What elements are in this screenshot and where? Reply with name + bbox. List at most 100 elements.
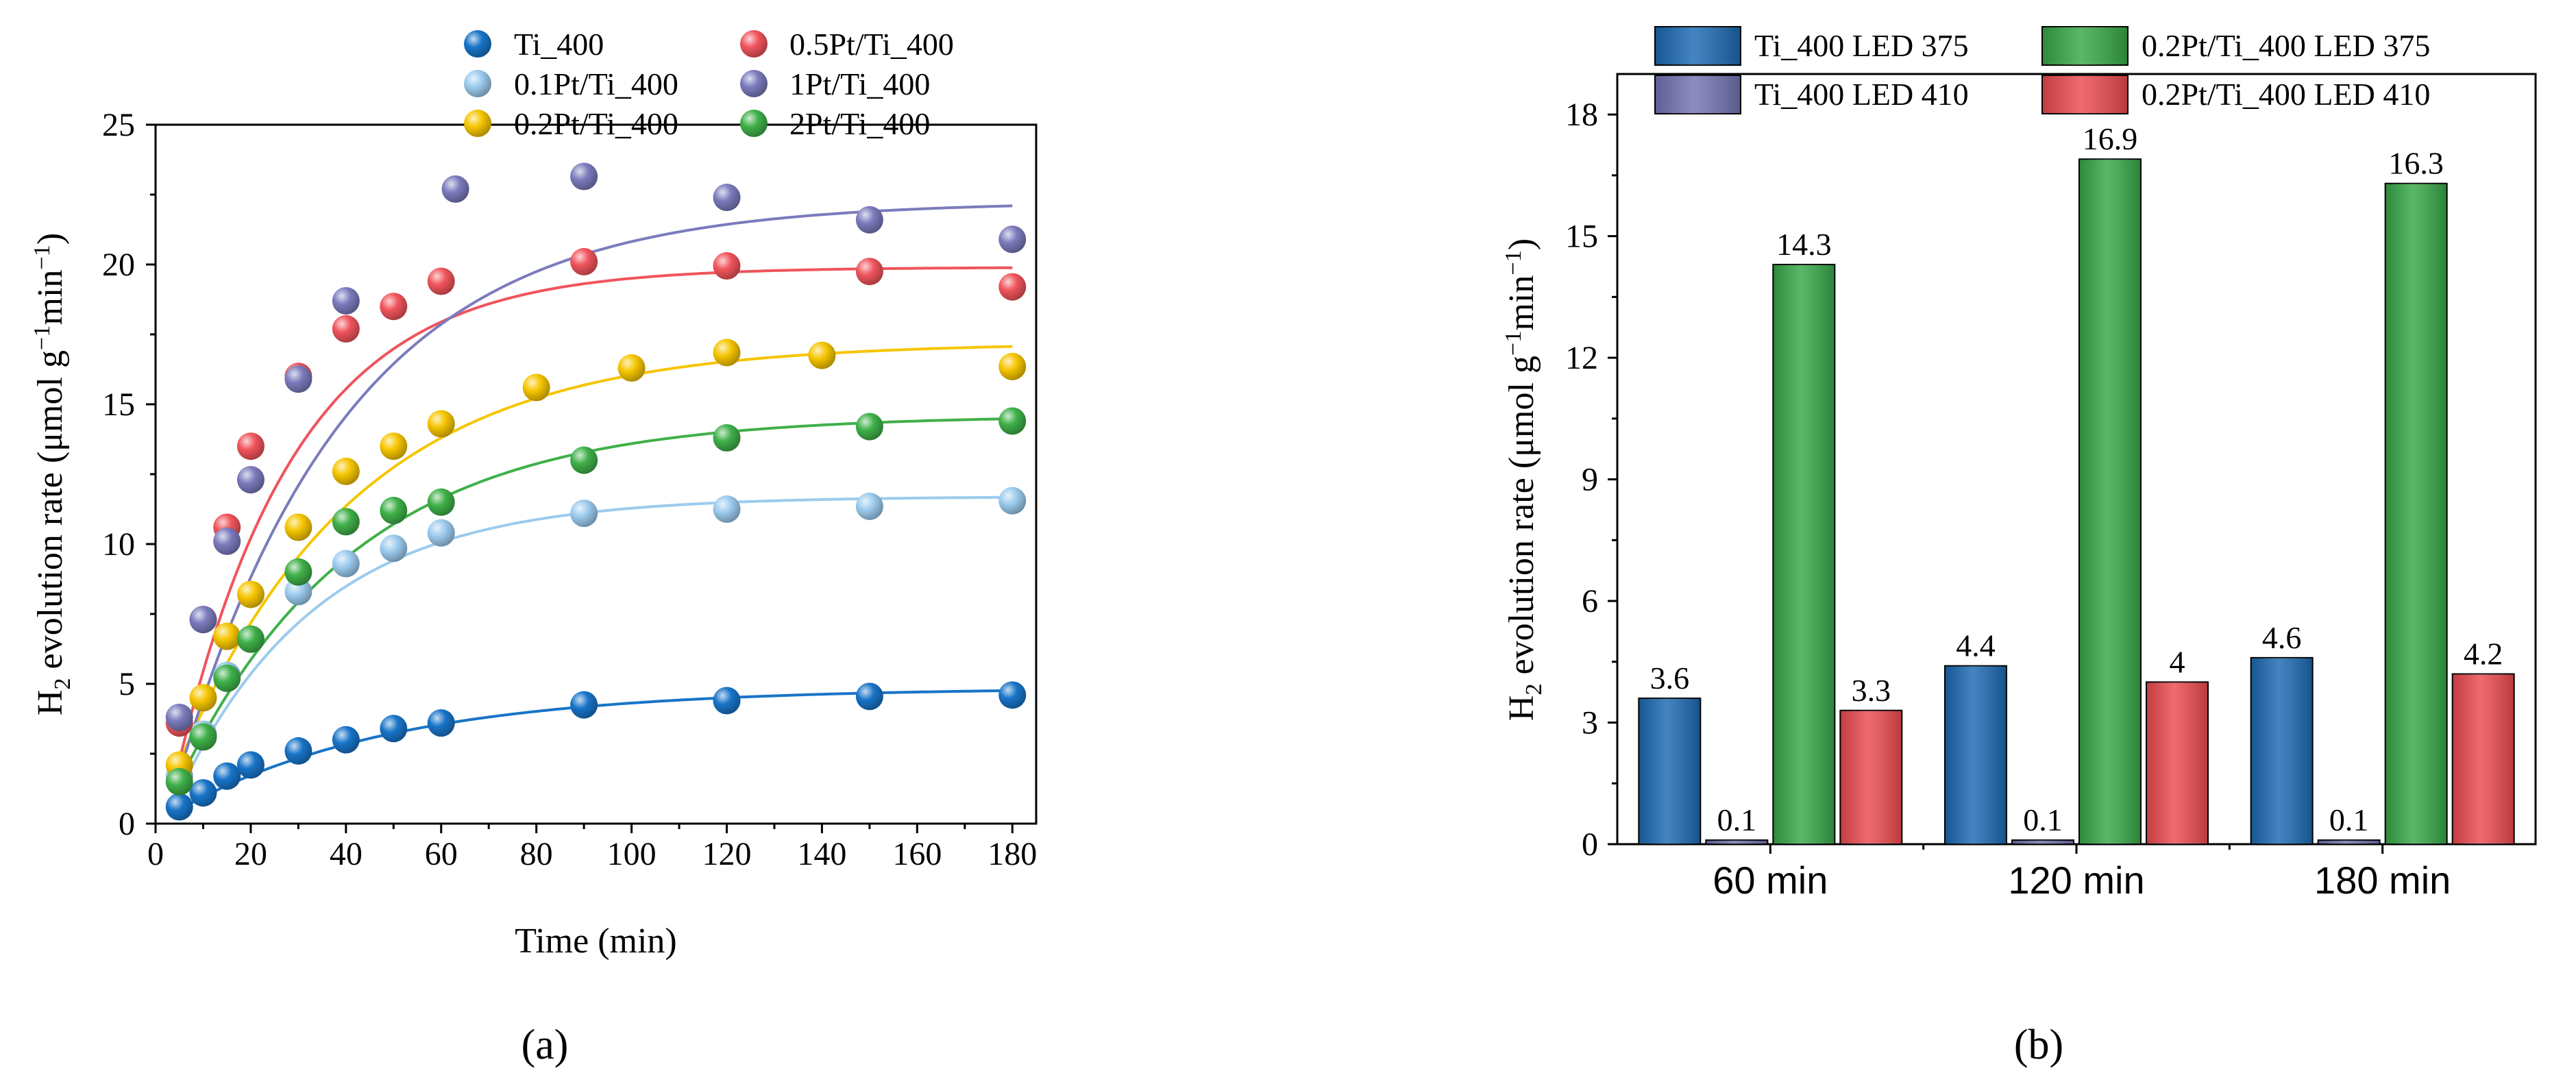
bar-shade bbox=[1840, 710, 1902, 844]
bar-shade bbox=[2146, 682, 2208, 844]
bar-shade bbox=[1639, 698, 1701, 844]
data-point bbox=[213, 762, 241, 790]
data-point bbox=[570, 247, 598, 275]
y-axis-title-part-5: −1 bbox=[29, 245, 55, 270]
legend-label: 0.2Pt/Ti_400 LED 375 bbox=[2142, 28, 2430, 63]
y-tick-label: 0 bbox=[1582, 826, 1598, 863]
y-axis-title-part-3: −1 bbox=[1500, 331, 1526, 356]
data-point bbox=[713, 338, 741, 367]
x-tick-label: 0 bbox=[147, 836, 164, 872]
x-tick-label: 100 bbox=[607, 836, 657, 872]
bar-shade bbox=[2385, 183, 2447, 844]
data-point bbox=[189, 684, 217, 712]
y-axis-title: H2 evolution rate (μmol g−1min−1) bbox=[29, 233, 75, 715]
data-point bbox=[189, 606, 217, 634]
data-point bbox=[617, 354, 646, 382]
fit-line bbox=[173, 345, 1013, 775]
data-point bbox=[380, 293, 408, 321]
y-axis-title-part-2: evolution rate (μmol g bbox=[31, 350, 70, 678]
data-point bbox=[855, 206, 883, 234]
data-point bbox=[165, 793, 193, 821]
legend-marker bbox=[464, 30, 491, 58]
data-point bbox=[998, 681, 1027, 709]
legend-label: 2Pt/Ti_400 bbox=[789, 106, 930, 141]
legend-marker bbox=[740, 30, 768, 58]
legend-label: 0.2Pt/Ti_400 bbox=[514, 106, 678, 141]
y-tick-label: 25 bbox=[102, 107, 135, 143]
data-point bbox=[570, 162, 598, 190]
data-label: 3.6 bbox=[1650, 661, 1690, 695]
x-tick-label: 80 bbox=[520, 836, 553, 872]
legend-label: Ti_400 LED 375 bbox=[1754, 28, 1969, 63]
data-point bbox=[380, 715, 408, 743]
bar-shade bbox=[1945, 665, 2007, 844]
y-tick-label: 6 bbox=[1582, 583, 1598, 619]
data-point bbox=[236, 466, 265, 494]
y-axis-title-part-3: −1 bbox=[29, 325, 55, 351]
data-point bbox=[855, 492, 883, 520]
y-axis-title-part-5: −1 bbox=[1500, 250, 1526, 275]
bar-shade bbox=[2318, 840, 2380, 844]
y-axis-title-part-0: H bbox=[31, 690, 70, 716]
y-tick-label: 3 bbox=[1582, 705, 1598, 741]
data-point bbox=[998, 225, 1027, 254]
data-point bbox=[713, 495, 741, 523]
x-tick-label: 160 bbox=[892, 836, 942, 872]
data-point bbox=[998, 352, 1027, 380]
data-point bbox=[713, 184, 741, 212]
panel-a-scatter-chart: 0 20 40 60 80 100 120 140 160 180 0 5 10 15 20 25 Time (… bbox=[29, 27, 1038, 1068]
panel-label-b: (b) bbox=[2014, 1022, 2063, 1068]
data-point bbox=[332, 457, 360, 485]
legend-label: Ti_400 LED 410 bbox=[1754, 77, 1969, 112]
data-point bbox=[189, 779, 217, 807]
legend-swatch-shade bbox=[1655, 75, 1741, 114]
y-tick-label: 15 bbox=[102, 386, 135, 423]
fit-line bbox=[173, 417, 1013, 793]
legend-label: 1Pt/Ti_400 bbox=[789, 66, 930, 101]
y-axis-title-part-1: 2 bbox=[49, 678, 75, 689]
x-axis-title: Time (min) bbox=[515, 922, 676, 961]
data-label: 16.3 bbox=[2388, 146, 2444, 181]
data-label: 3.3 bbox=[1852, 673, 1891, 708]
legend-swatch-shade bbox=[2042, 75, 2128, 114]
x-tick-label: 180 bbox=[988, 836, 1037, 872]
x-category-label: 60 min bbox=[1713, 859, 1828, 902]
y-axis-title-part-0: H bbox=[1502, 695, 1541, 722]
data-point bbox=[332, 550, 360, 578]
data-label: 14.3 bbox=[1776, 227, 1832, 262]
data-point bbox=[570, 500, 598, 528]
data-point bbox=[213, 527, 241, 555]
data-point bbox=[189, 723, 217, 751]
data-point bbox=[570, 691, 598, 719]
y-tick-label: 20 bbox=[102, 247, 135, 283]
bar-shade bbox=[2012, 840, 2074, 844]
y-axis-title-part-2: evolution rate (μmol g bbox=[1502, 356, 1541, 683]
data-point bbox=[332, 287, 360, 315]
data-point bbox=[427, 410, 455, 438]
y-axis-title-part-4: min bbox=[31, 270, 70, 325]
x-category-label: 120 min bbox=[2008, 859, 2144, 902]
data-point bbox=[427, 267, 455, 295]
data-label: 4 bbox=[2170, 644, 2185, 679]
legend-label: 0.2Pt/Ti_400 LED 410 bbox=[2142, 77, 2430, 112]
plot-frame bbox=[154, 123, 1038, 825]
data-point bbox=[236, 580, 265, 608]
data-label: 16.9 bbox=[2083, 121, 2138, 156]
legend-label: 0.5Pt/Ti_400 bbox=[789, 27, 954, 62]
y-axis-title-part-1: 2 bbox=[1521, 683, 1547, 695]
data-point bbox=[427, 519, 455, 547]
y-axis-title-part-6: ) bbox=[1502, 238, 1541, 250]
data-point bbox=[332, 315, 360, 343]
bar-shade bbox=[1773, 264, 1835, 844]
x-tick-label: 120 bbox=[702, 836, 752, 872]
x-tick-label: 60 bbox=[425, 836, 458, 872]
x-tick-label: 40 bbox=[330, 836, 363, 872]
y-tick-label: 18 bbox=[1565, 97, 1598, 133]
x-category-label: 180 min bbox=[2314, 859, 2451, 902]
data-point bbox=[855, 258, 883, 286]
data-point bbox=[522, 373, 550, 402]
data-point bbox=[284, 737, 312, 765]
legend-marker bbox=[464, 70, 491, 97]
